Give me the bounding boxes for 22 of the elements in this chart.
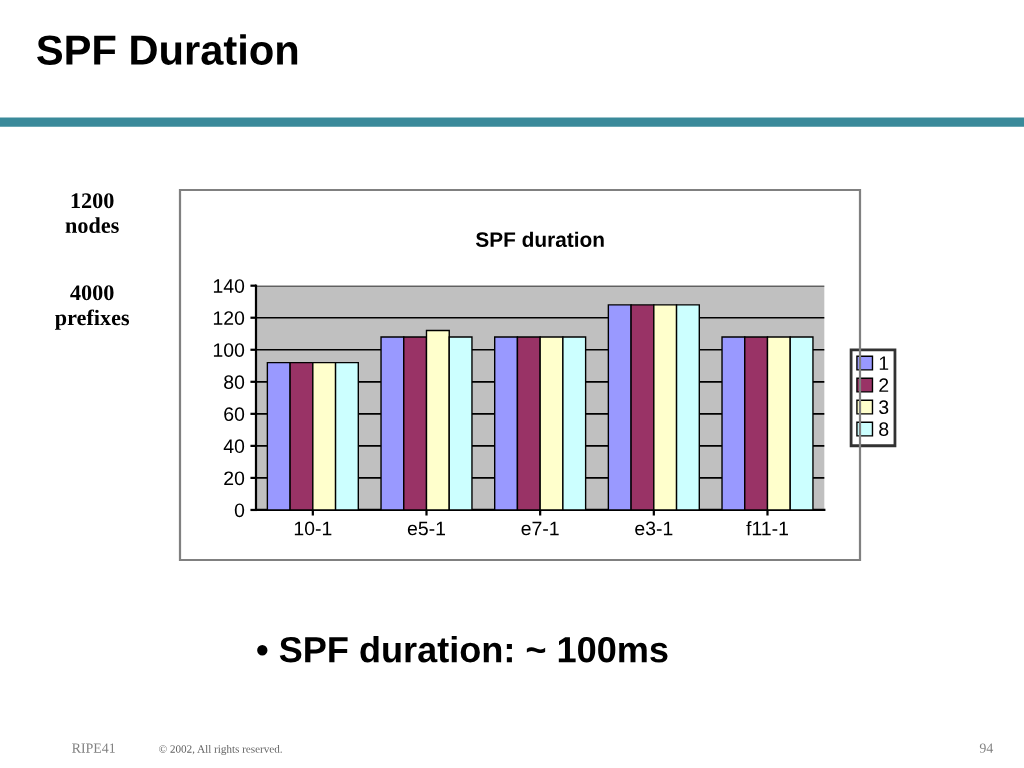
- text: 1200 nodes: [65, 193, 119, 233]
- y-tick-label: 40: [223, 439, 245, 454]
- text: • SPF duration: ~ 100ms: [257, 635, 668, 663]
- x-tick-label: f11-1: [746, 521, 788, 536]
- y-tick-label: 140: [213, 279, 245, 293]
- legend-label: 3: [879, 400, 889, 415]
- x-tick-label: 10-1: [294, 521, 332, 536]
- text: 4000 prefixes: [54, 285, 130, 330]
- y-tick-label: 20: [224, 471, 245, 486]
- legend-label: 8: [879, 422, 889, 437]
- y-tick-label: 0: [234, 503, 245, 518]
- y-tick-label: 100: [213, 343, 245, 358]
- chart-subtitle: SPF duration: [475, 231, 604, 248]
- legend-label: 2: [879, 378, 889, 392]
- x-tick-label: e5-1: [407, 521, 446, 536]
- y-tick-label: 120: [213, 311, 245, 325]
- x-tick-label: e7-1: [521, 521, 559, 536]
- y-tick-label: 80: [224, 375, 245, 390]
- chart-title: SPF Duration: [37, 34, 298, 65]
- x-tick-label: e3-1: [635, 521, 673, 536]
- y-tick-label: 60: [224, 407, 245, 422]
- legend-label: 1: [879, 356, 889, 370]
